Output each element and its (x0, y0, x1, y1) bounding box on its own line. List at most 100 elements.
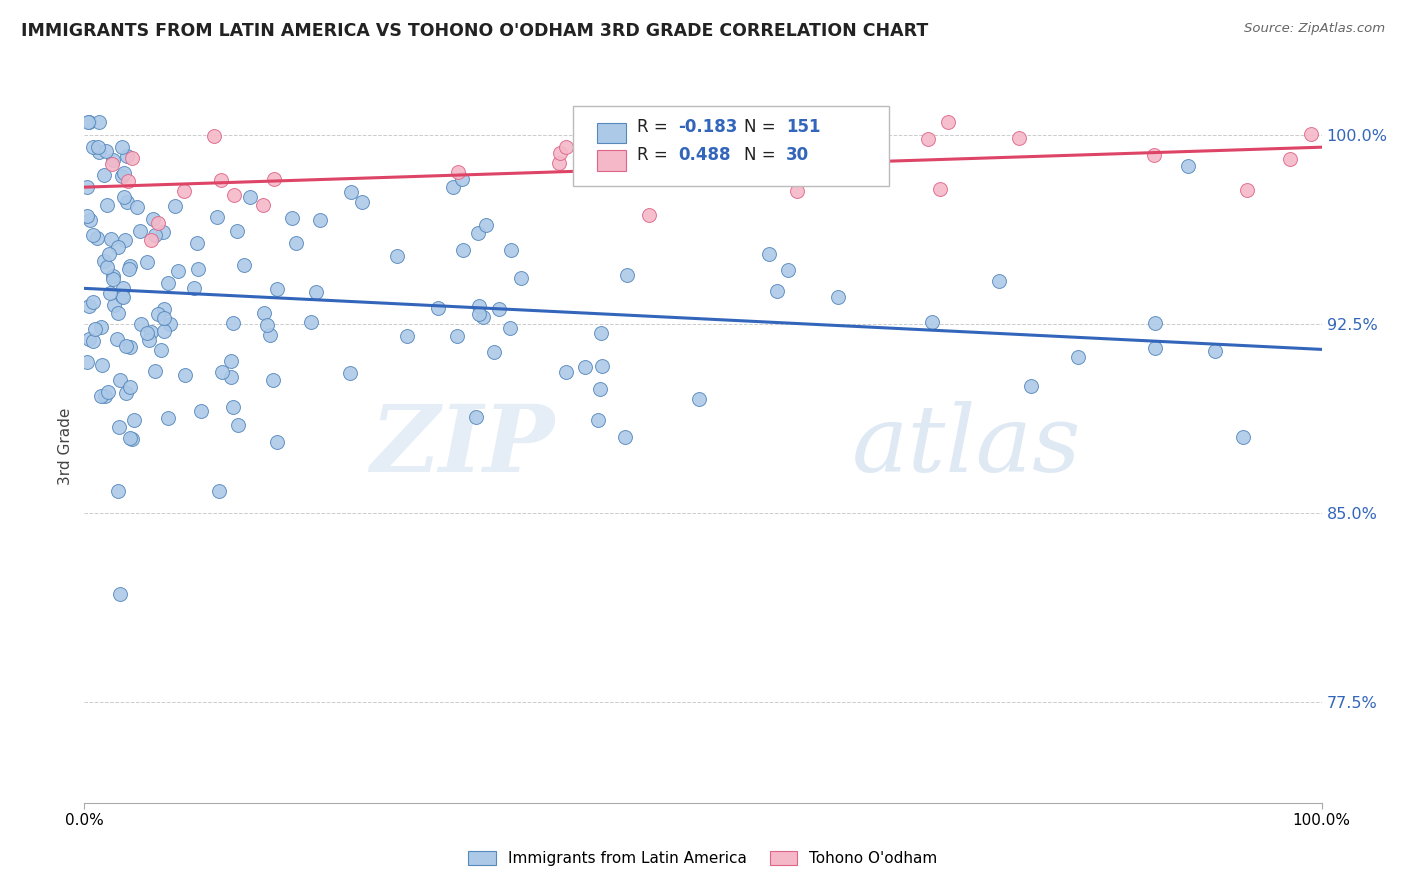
Point (76, 115, 98, 129)
Text: Source: ZipAtlas.com: Source: ZipAtlas.com (1244, 22, 1385, 36)
Point (547, 155, 569, 169)
Text: N =: N = (744, 118, 780, 136)
Point (1299, 127, 1322, 141)
Point (77, 299, 100, 313)
Point (921, 315, 943, 329)
Point (96, 197, 118, 211)
Point (82, 294, 104, 309)
Point (91, 358, 114, 372)
Point (135, 255, 157, 269)
Point (222, 400, 245, 414)
Point (157, 277, 180, 291)
Point (1142, 148, 1164, 162)
Point (79, 213, 101, 227)
Point (87, 139, 110, 153)
Point (101, 272, 124, 286)
Point (554, 140, 576, 154)
Point (591, 359, 613, 373)
Point (447, 165, 470, 179)
Point (139, 233, 162, 247)
Point (145, 227, 167, 242)
Point (616, 268, 638, 283)
Point (156, 410, 179, 425)
Point (427, 301, 450, 315)
Point (613, 430, 636, 444)
Point (110, 139, 132, 153)
Point (142, 211, 165, 226)
Point (114, 339, 136, 353)
Text: N =: N = (744, 146, 780, 164)
Point (299, 315, 322, 329)
Point (86, 231, 108, 245)
Point (153, 301, 176, 316)
Point (467, 299, 489, 313)
Point (186, 235, 208, 250)
Point (94, 389, 117, 403)
Point (778, 263, 800, 277)
Point (446, 329, 468, 343)
Point (1232, 429, 1254, 443)
Point (256, 318, 278, 332)
Point (339, 185, 361, 199)
Point (120, 380, 142, 394)
Point (76, 355, 98, 369)
Point (758, 247, 780, 261)
Point (112, 190, 135, 204)
Point (1236, 183, 1258, 197)
Point (143, 364, 166, 378)
Point (1021, 378, 1043, 392)
Point (226, 417, 249, 432)
Point (173, 184, 195, 198)
Point (224, 188, 246, 202)
Point (936, 115, 959, 129)
Point (159, 317, 181, 331)
Point (174, 368, 197, 383)
Point (638, 208, 661, 222)
Point (101, 153, 124, 167)
Point (103, 298, 125, 312)
Point (987, 274, 1010, 288)
Point (107, 306, 129, 320)
Point (205, 210, 228, 224)
Point (766, 284, 789, 298)
Point (262, 373, 284, 387)
Point (117, 148, 139, 162)
Point (115, 386, 138, 401)
Point (129, 224, 152, 238)
Point (100, 156, 122, 170)
Point (731, 129, 754, 144)
Point (208, 483, 231, 498)
Text: 0.488: 0.488 (678, 146, 731, 164)
Point (464, 410, 486, 425)
Point (484, 345, 506, 359)
Point (352, 195, 374, 210)
Point (190, 403, 212, 417)
Point (125, 200, 148, 214)
Point (183, 281, 205, 295)
Point (263, 171, 285, 186)
Point (786, 184, 808, 198)
Point (339, 366, 361, 380)
Point (93, 254, 115, 268)
Point (87, 145, 110, 160)
Point (385, 249, 408, 263)
Point (1278, 152, 1301, 166)
Text: R =: R = (637, 146, 673, 164)
Point (266, 282, 288, 296)
Point (163, 199, 186, 213)
Point (591, 326, 613, 340)
Point (96, 260, 118, 274)
Point (202, 128, 225, 143)
Point (111, 290, 134, 304)
Point (107, 419, 129, 434)
Point (117, 174, 139, 188)
Point (451, 243, 474, 257)
Point (259, 327, 281, 342)
Text: -0.183: -0.183 (678, 118, 738, 136)
Point (97, 384, 120, 399)
Point (76, 210, 98, 224)
Point (1177, 159, 1199, 173)
Text: ZIP: ZIP (370, 401, 554, 491)
Point (219, 370, 242, 384)
Point (211, 365, 233, 379)
